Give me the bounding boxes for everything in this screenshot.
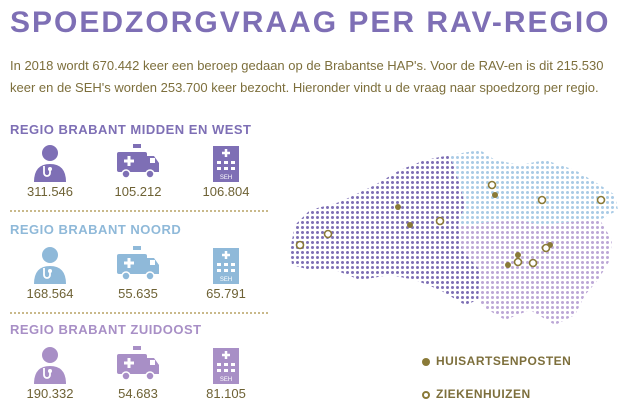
region-title-noord: REGIO BRABANT NOORD [10,222,182,237]
ziekenhuis-marker [323,229,333,239]
divider [10,210,268,212]
stat-seh: SEH 81.105 [186,344,266,401]
hospital-icon: SEH [186,244,266,284]
ziekenhuis-marker [295,240,305,250]
stat-seh-value: 81.105 [206,386,246,401]
ziekenhuis-marker [435,216,445,226]
region-zuidoost-area [458,220,612,325]
ambulance-icon [98,244,178,284]
stat-seh-value: 65.791 [206,286,246,301]
stat-rav: 55.635 [98,244,178,301]
region-title-zuidoost: REGIO BRABANT ZUIDOOST [10,322,202,337]
stat-rav: 54.683 [98,344,178,401]
ziekenhuis-marker [541,243,551,253]
hospital-icon: SEH [186,344,266,384]
region-stats-noord: 168.564 55.635 SEH 65.791 [10,244,270,304]
ziekenhuis-marker [513,257,523,267]
legend-label: ZIEKENHUIZEN [436,387,531,401]
stat-rav-value: 105.212 [114,184,162,199]
huisartsenpost-marker [505,262,511,268]
stat-seh: SEH 106.804 [186,142,266,199]
doctor-icon [10,344,90,384]
ambulance-icon [98,142,178,182]
region-midden-west-area [290,155,480,305]
stat-seh: SEH 65.791 [186,244,266,301]
stat-hap-value: 168.564 [26,286,74,301]
stat-hap: 311.546 [10,142,90,199]
intro-text: In 2018 wordt 670.442 keer een beroep ge… [10,58,604,95]
map-markers [295,180,606,268]
seh-label: SEH [220,277,232,283]
open-dot-icon [422,390,430,399]
doctor-icon [10,244,90,284]
ziekenhuis-marker [596,195,606,205]
stat-rav-value: 55.635 [118,286,158,301]
legend-label: HUISARTSENPOSTEN [436,354,572,368]
hospital-icon: SEH [186,142,266,182]
seh-label: SEH [220,175,232,181]
ziekenhuis-marker [528,258,538,268]
stat-hap-value: 190.332 [26,386,74,401]
legend-huisartsenposten: HUISARTSENPOSTEN [422,354,571,368]
ziekenhuis-marker [487,180,497,190]
ambulance-icon [98,344,178,384]
region-noord-area [450,150,618,225]
huisartsenpost-marker [395,204,401,210]
region-title-midden-west: REGIO BRABANT MIDDEN EN WEST [10,122,252,137]
legend-ziekenhuizen: ZIEKENHUIZEN [422,387,531,401]
huisartsenpost-marker [407,222,413,228]
divider [10,312,268,314]
stat-hap-value: 311.546 [26,184,74,199]
stat-hap: 168.564 [10,244,90,301]
huisartsenpost-marker [492,192,498,198]
stat-rav: 105.212 [98,142,178,199]
region-stats-midden-west: 311.546 105.212 SEH 106.804 [10,142,270,202]
brabant-map [290,150,618,325]
stat-hap: 190.332 [10,344,90,401]
doctor-icon [10,142,90,182]
ziekenhuis-marker [537,195,547,205]
page-title: SPOEDZORGVRAAG PER RAV-REGIO [10,6,611,39]
region-stats-zuidoost: 190.332 54.683 SEH 81.105 [10,344,270,404]
huisartsenpost-marker [515,252,521,258]
stat-seh-value: 106.804 [202,184,250,199]
seh-label: SEH [220,377,232,383]
stat-rav-value: 54.683 [118,386,158,401]
filled-dot-icon [422,357,430,366]
